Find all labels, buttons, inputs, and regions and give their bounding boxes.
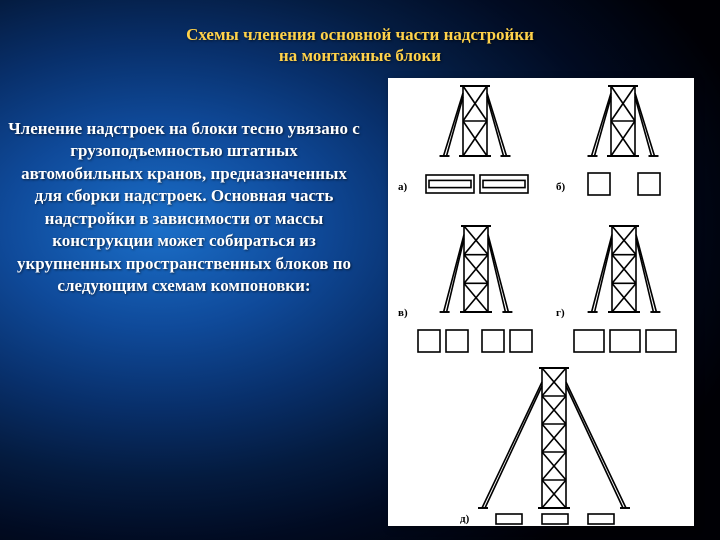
tower-icon: [440, 86, 511, 156]
svg-text:д): д): [460, 513, 470, 525]
plan-block: [588, 514, 614, 524]
slide-title: Схемы членения основной части надстройки…: [0, 24, 720, 67]
tower-icon: [588, 86, 659, 156]
figure-panel: а) б) в) г) д): [388, 78, 694, 526]
figure-svg: а) б) в) г) д): [388, 78, 694, 526]
plan-block: [480, 175, 528, 193]
plan-block: [542, 514, 568, 524]
svg-text:б): б): [556, 181, 566, 193]
plan-block: [426, 175, 474, 193]
plan-block: [574, 330, 604, 352]
svg-text:в): в): [398, 307, 408, 319]
title-line-1: Схемы членения основной части надстройки: [186, 25, 534, 44]
plan-block: [588, 173, 610, 195]
plan-block: [496, 514, 522, 524]
svg-text:г): г): [556, 307, 565, 319]
tower-icon: [588, 226, 661, 312]
svg-text:а): а): [398, 181, 408, 193]
plan-block: [510, 330, 532, 352]
plan-block: [446, 330, 468, 352]
plan-block: [638, 173, 660, 195]
plan-block: [418, 330, 440, 352]
tower-icon: [440, 226, 513, 312]
body-text: Членение надстроек на блоки тесно увязан…: [8, 118, 360, 298]
plan-block: [610, 330, 640, 352]
slide: Схемы членения основной части надстройки…: [0, 0, 720, 540]
plan-block: [482, 330, 504, 352]
plan-block: [646, 330, 676, 352]
title-line-2: на монтажные блоки: [279, 46, 441, 65]
tower-icon: [478, 368, 630, 508]
